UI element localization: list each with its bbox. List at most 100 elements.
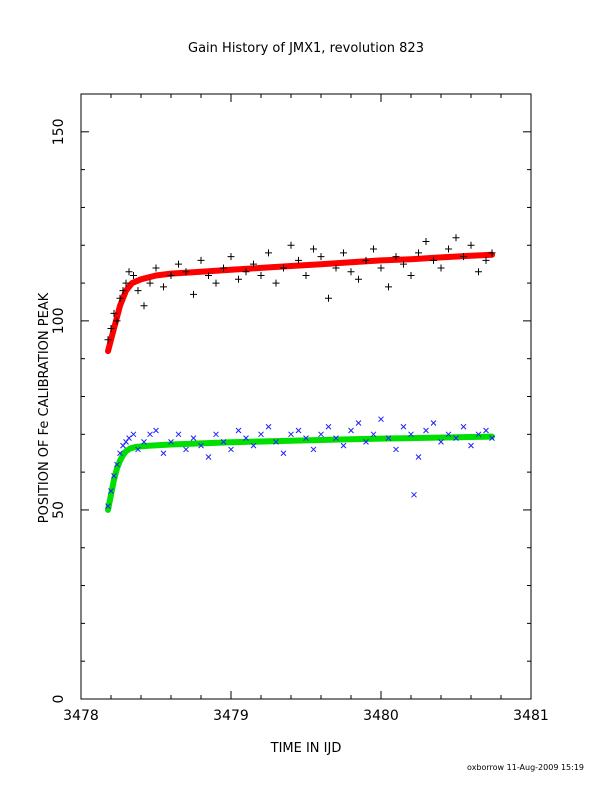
data-point — [445, 245, 452, 253]
data-point — [415, 454, 422, 460]
data-point — [205, 454, 212, 460]
plot-frame — [80, 93, 532, 700]
fit-curve-2 — [105, 433, 495, 513]
data-point — [113, 317, 121, 325]
data-point — [120, 442, 126, 449]
data-point — [280, 450, 287, 457]
fit-curve-1 — [105, 251, 495, 355]
y-tick-label: 100 — [51, 308, 67, 335]
data-point — [415, 249, 422, 257]
data-point — [250, 260, 257, 268]
data-point — [438, 439, 444, 445]
data-point — [460, 423, 467, 430]
data-point — [235, 275, 242, 283]
data-point — [220, 439, 227, 445]
data-point — [295, 256, 302, 264]
data-point — [423, 427, 429, 434]
data-point — [400, 260, 407, 268]
data-point — [482, 256, 490, 264]
data-point — [160, 450, 167, 457]
data-point — [362, 256, 370, 264]
data-point — [183, 446, 189, 453]
data-point — [355, 275, 362, 283]
data-point — [228, 446, 234, 453]
data-point — [310, 245, 317, 253]
data-point — [147, 431, 153, 438]
data-point — [318, 431, 324, 438]
footer-credit: oxborrow 11-Aug-2009 15:19 — [467, 763, 584, 772]
data-point — [123, 439, 129, 445]
data-point — [116, 294, 124, 302]
data-point — [340, 249, 347, 257]
data-point — [453, 435, 459, 441]
data-point — [430, 256, 437, 264]
data-point — [400, 423, 407, 430]
data-point — [220, 264, 227, 272]
data-point — [468, 442, 474, 449]
data-point — [378, 416, 384, 423]
data-point — [408, 431, 414, 438]
data-point — [250, 442, 257, 449]
data-point — [122, 279, 130, 287]
x-axis-label: TIME IN IJD — [270, 741, 342, 756]
data-point — [347, 268, 355, 276]
data-point — [160, 283, 167, 291]
y-axis-label: POSITION OF Fe CALIBRATION PEAK — [37, 292, 52, 523]
data-point — [242, 268, 250, 276]
data-point — [175, 260, 182, 268]
data-point — [111, 473, 117, 479]
data-point — [265, 249, 272, 257]
data-point — [489, 435, 495, 441]
data-points — [104, 234, 496, 510]
data-point — [288, 431, 294, 438]
data-point — [257, 272, 265, 279]
data-point — [130, 431, 137, 438]
data-point — [117, 450, 123, 457]
data-point — [445, 431, 452, 438]
data-point — [411, 491, 417, 498]
data-point — [340, 442, 347, 449]
data-point — [475, 268, 482, 276]
data-point — [460, 253, 467, 261]
data-point — [325, 423, 332, 430]
data-point — [168, 439, 174, 445]
data-point — [104, 336, 112, 344]
data-point — [370, 245, 377, 253]
data-point — [213, 431, 219, 438]
x-tick-label: 3478 — [63, 708, 99, 724]
data-point — [333, 435, 339, 441]
data-point — [287, 241, 295, 249]
x-axis-ticks: 3478 3479 3480 3481 — [63, 94, 549, 724]
chart-title: Gain History of JMX1, revolution 823 — [188, 41, 424, 56]
data-point — [175, 431, 182, 438]
data-point — [355, 420, 362, 426]
data-point — [393, 446, 399, 453]
data-point — [370, 431, 377, 438]
data-point — [348, 427, 354, 434]
data-point — [303, 435, 309, 441]
data-point — [167, 272, 175, 279]
data-point — [243, 435, 249, 441]
x-tick-label: 3481 — [513, 708, 549, 724]
data-point — [205, 272, 212, 279]
data-point — [475, 431, 482, 438]
y-tick-label: 50 — [51, 501, 67, 519]
data-point — [235, 427, 242, 434]
data-point — [105, 503, 111, 510]
x-tick-label: 3479 — [213, 708, 249, 724]
data-point — [182, 268, 190, 276]
data-point — [317, 253, 325, 261]
data-point — [108, 488, 114, 494]
data-point — [130, 272, 137, 279]
data-point — [483, 427, 489, 434]
data-point — [407, 272, 415, 279]
data-point — [140, 302, 148, 310]
y-tick-label: 0 — [51, 695, 67, 704]
data-point — [110, 309, 118, 317]
data-point — [107, 324, 115, 332]
data-point — [467, 241, 475, 249]
data-point — [141, 439, 147, 445]
data-point — [197, 256, 205, 264]
data-point — [135, 446, 141, 453]
